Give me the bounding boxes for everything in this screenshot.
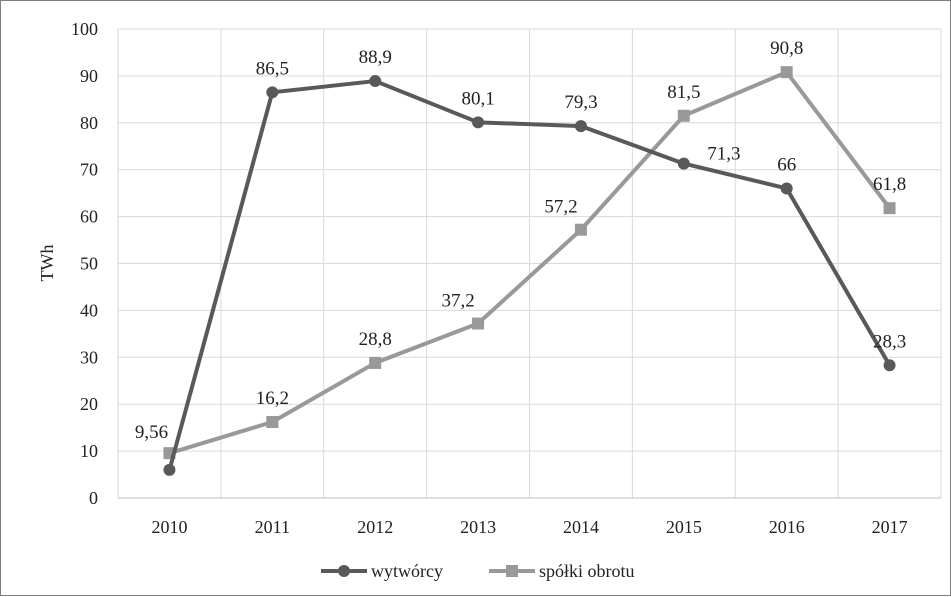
data-labels: 9,56 16,2 28,8 37,2 57,2 81,5 90,8 61,8 86,5 88,9… [135,38,906,443]
data-label: 28,8 [359,329,392,350]
data-point [369,356,382,369]
data-label: 88,9 [359,47,392,68]
data-point [574,120,587,133]
gridlines [118,28,942,498]
x-tick-label: 2016 [769,517,805,537]
x-tick-label: 2012 [357,517,393,537]
data-point [780,66,793,79]
data-label: 81,5 [667,82,700,103]
y-tick-label: 10 [80,441,98,461]
x-tick-label: 2011 [255,517,290,537]
data-point [266,86,279,99]
series-line-wytworcy [167,79,892,471]
data-point [883,359,896,372]
data-label: 79,3 [564,92,597,113]
series-layer [163,66,896,476]
series-line-spolki-obrotu [168,70,892,456]
y-tick-label: 40 [80,300,98,320]
data-point [369,75,382,88]
data-label: 66 [777,154,796,175]
data-label: 86,5 [256,58,289,79]
y-tick-label: 60 [80,207,98,227]
x-tick-label: 2017 [872,517,908,537]
data-label: 71,3 [707,144,740,165]
y-tick-label: 70 [80,160,98,180]
data-label: 37,2 [441,291,474,312]
data-point [780,182,793,195]
data-label: 80,1 [461,88,494,109]
data-label: 16,2 [256,388,289,409]
data-point [677,109,690,122]
y-tick-label: 90 [80,66,98,86]
data-label: 61,8 [873,174,906,195]
data-label: 90,8 [770,38,803,59]
x-tick-label: 2015 [666,517,702,537]
data-point [883,202,896,215]
x-tick-label: 2013 [460,517,496,537]
data-label: 57,2 [544,197,577,218]
data-point [266,416,279,429]
x-tick-label: 2014 [563,517,599,537]
legend: wytwórcy spółki obrotu [321,561,635,581]
data-label: 28,3 [873,331,906,352]
legend-marker [338,565,350,577]
y-axis-title: TWh [37,245,57,282]
data-point [574,223,587,236]
x-tick-label: 2010 [151,517,187,537]
data-point [472,116,485,129]
data-point [472,317,485,330]
y-tick-label: 0 [89,488,98,508]
y-tick-label: 50 [80,254,98,274]
y-tick-label: 80 [80,113,98,133]
data-point [163,463,176,476]
legend-label: wytwórcy [371,561,443,581]
y-tick-label: 20 [80,394,98,414]
axes: 0 10 20 30 40 50 60 70 80 90 100 2010 2011 2012 2013 20… [71,19,941,537]
data-point [677,157,690,170]
data-label: 9,56 [135,422,168,443]
y-tick-label: 30 [80,347,98,367]
legend-marker [506,565,518,577]
y-tick-label: 100 [71,19,98,39]
legend-label: spółki obrotu [539,561,635,581]
